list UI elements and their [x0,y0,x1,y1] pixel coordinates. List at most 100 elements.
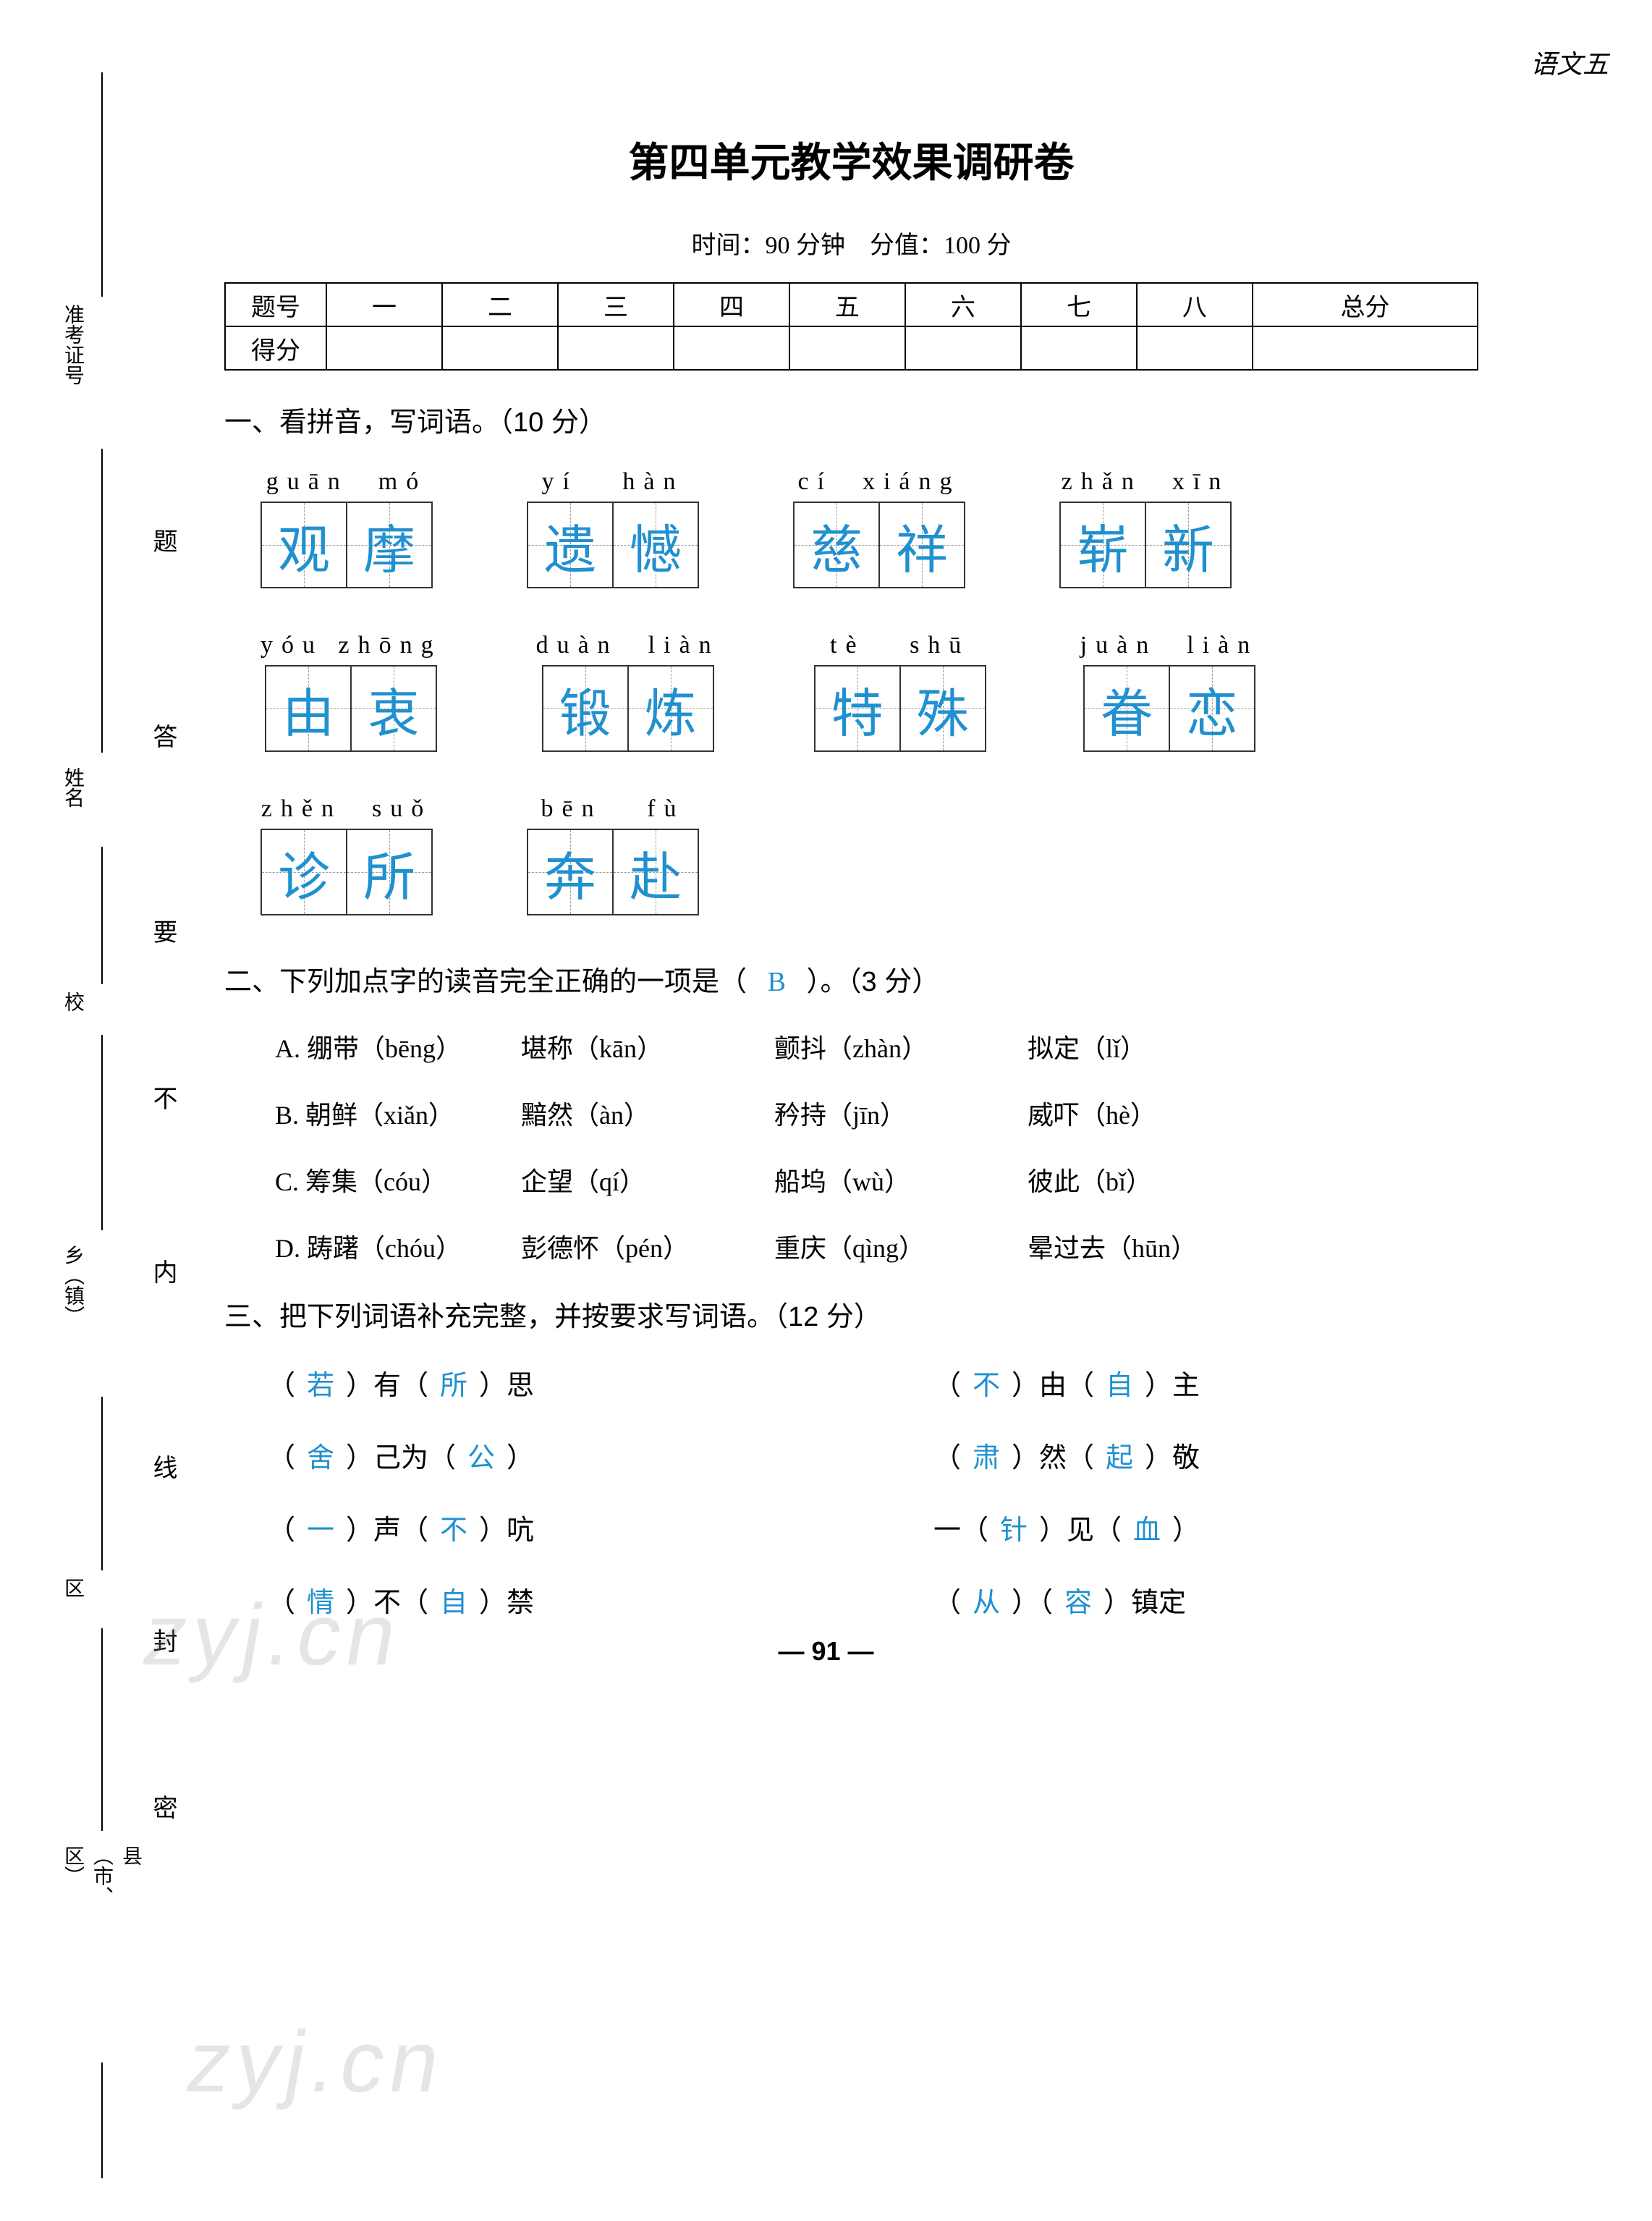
q3-fill[interactable]: 舍 [295,1435,346,1475]
pinyin-item: yí hàn遗憾 [527,468,699,588]
table-cell: 七 [1021,283,1137,326]
char-box[interactable]: 新 [1145,502,1232,588]
char-box[interactable]: 殊 [899,665,986,752]
table-cell[interactable] [789,326,905,370]
q3-fill[interactable]: 起 [1094,1435,1145,1475]
page-number: — 91 — [778,1636,873,1667]
watermark: zyj.cn [179,2012,454,2112]
subject-label: 语文五 [1530,43,1609,81]
char-box[interactable]: 观 [260,502,347,588]
char-box[interactable]: 特 [814,665,901,752]
q3-fill[interactable]: 针 [988,1507,1039,1547]
char-box[interactable]: 锻 [542,665,629,752]
char-boxes: 特殊 [814,665,986,752]
q3-fill[interactable]: 自 [1094,1363,1145,1403]
q3-phrase: （肃）然（起）敬 [933,1443,1200,1473]
table-cell[interactable] [1253,326,1478,370]
char-answer: 由 [282,671,334,747]
q2-option-item: 威吓（hè） [1028,1094,1281,1132]
table-cell[interactable] [326,326,442,370]
char-answer: 殊 [917,671,969,747]
char-answer: 特 [831,671,884,747]
q3-row: （一）声（不）吭一（针）见（血） [268,1507,1478,1547]
char-answer: 祥 [896,507,948,583]
time-score: 时间：90 分钟 分值：100 分 [224,225,1478,261]
char-box[interactable]: 摩 [346,502,433,588]
worksheet-page: 语文五 准考证号 姓名 校 乡（镇） 区 县（市、区） 题 答 要 不 内 线 … [0,0,1652,1710]
char-box[interactable]: 眷 [1083,665,1170,752]
table-cell[interactable] [905,326,1021,370]
margin-label: 乡（镇） [58,1245,87,1326]
char-answer: 慈 [810,507,863,583]
q3-fill[interactable]: 一 [295,1507,346,1547]
q2-heading: 二、下列加点字的读音完全正确的一项是（ B ）。（3 分） [224,959,1478,999]
margin-label: 区 [58,1578,87,1598]
margin-label: 县（市、区） [58,1845,145,1906]
char-box[interactable]: 恋 [1169,665,1255,752]
char-box[interactable]: 赴 [612,829,699,915]
char-box[interactable]: 炼 [627,665,714,752]
pinyin-row: yóu zhōng由衷duàn liàn锻炼tè shū特殊juàn liàn眷… [260,632,1478,752]
q3-right: （不）由（自）主 [933,1363,1478,1403]
q3-fill[interactable]: 从 [961,1580,1012,1620]
char-answer: 恋 [1186,671,1238,747]
margin-line [101,1397,103,1570]
q3-fill[interactable]: 情 [295,1580,346,1620]
seal-char: 题 [145,528,180,553]
char-box[interactable]: 衷 [350,665,437,752]
char-box[interactable]: 诊 [260,829,347,915]
q3-fill[interactable]: 公 [456,1435,507,1475]
char-box[interactable]: 祥 [878,502,965,588]
page-title: 第四单元教学效果调研卷 [224,130,1478,189]
q3-fill[interactable]: 自 [428,1580,479,1620]
score-table: 题号 一 二 三 四 五 六 七 八 总分 得分 [224,282,1478,371]
char-box[interactable]: 奔 [527,829,614,915]
seal-char: 内 [145,1259,180,1284]
table-cell: 总分 [1253,283,1478,326]
q3-fill[interactable]: 血 [1122,1507,1172,1547]
char-boxes: 眷恋 [1083,665,1255,752]
q2-option-item: 颤抖（zhàn） [774,1028,1028,1065]
q3-fill[interactable]: 容 [1053,1580,1104,1620]
char-box[interactable]: 由 [265,665,352,752]
q3-fill[interactable]: 所 [428,1363,479,1403]
char-answer: 遗 [544,507,596,583]
q3-left: （若）有（所）思 [268,1363,933,1403]
seal-char: 线 [145,1455,180,1479]
table-cell[interactable] [558,326,674,370]
char-answer: 诊 [278,834,330,910]
margin-line [101,1628,103,1831]
pinyin-row: guān mó观摩yí hàn遗憾cí xiáng慈祥zhǎn xīn崭新 [260,468,1478,588]
seal-char: 不 [145,1086,180,1110]
q2-option-row: D. 踌躇（chóu）彭德怀（pén）重庆（qìng）晕过去（hūn） [275,1227,1478,1265]
pinyin-item: cí xiáng慈祥 [793,468,965,588]
table-cell[interactable] [1021,326,1137,370]
char-answer: 摩 [363,507,415,583]
table-cell[interactable] [674,326,789,370]
q3-row: （若）有（所）思（不）由（自）主 [268,1363,1478,1403]
table-cell: 题号 [225,283,326,326]
q3-fill[interactable]: 若 [295,1363,346,1403]
table-cell[interactable] [442,326,558,370]
margin-line [101,449,103,753]
char-box[interactable]: 慈 [793,502,880,588]
char-box[interactable]: 遗 [527,502,614,588]
char-answer: 崭 [1077,507,1129,583]
char-answer: 新 [1162,507,1214,583]
pinyin-item: guān mó观摩 [260,468,433,588]
q3-fill[interactable]: 肃 [961,1435,1012,1475]
char-answer: 锻 [559,671,611,747]
q3-fill[interactable]: 不 [428,1507,479,1547]
margin-line [101,1035,103,1230]
q3-right: 一（针）见（血） [933,1507,1478,1547]
char-box[interactable]: 憾 [612,502,699,588]
pinyin-text: yóu zhōng [260,632,442,659]
q3-fill[interactable]: 不 [961,1363,1012,1403]
seal-char: 封 [145,1628,180,1653]
margin-line [101,847,103,984]
table-cell[interactable] [1137,326,1253,370]
q3-heading: 三、把下列词语补充完整，并按要求写词语。（12 分） [224,1294,1478,1334]
char-box[interactable]: 崭 [1059,502,1146,588]
char-box[interactable]: 所 [346,829,433,915]
q2-option-row: A. 绷带（bēng）堪称（kān）颤抖（zhàn）拟定（lǐ） [275,1028,1478,1065]
